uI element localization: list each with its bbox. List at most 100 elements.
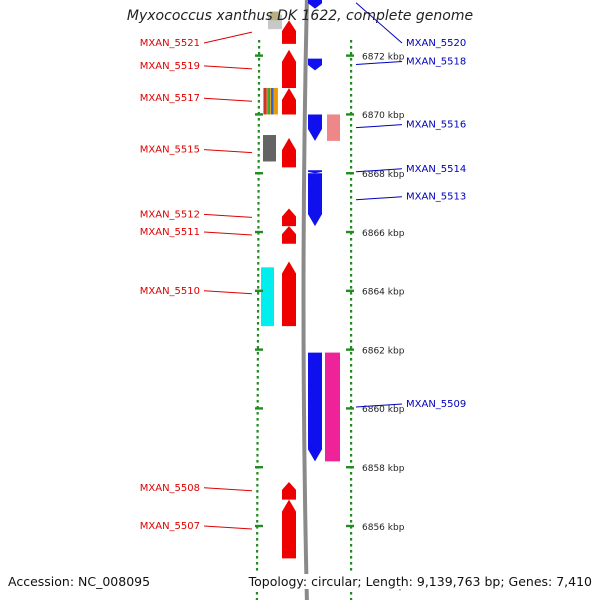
- left-scale-tick: [256, 472, 259, 475]
- left-scale-tick: [256, 526, 259, 529]
- left-scale-tick: [257, 256, 260, 259]
- left-scale-tick: [255, 562, 259, 565]
- right-scale-tick: [350, 436, 353, 439]
- left-scale-tick: [256, 538, 259, 541]
- left-scale-tick: [256, 454, 259, 457]
- scale-major-tick: [255, 348, 263, 351]
- left-scale-tick: [257, 196, 260, 199]
- left-scale-tick: [256, 400, 259, 403]
- left-scale-tick: [257, 202, 260, 205]
- gene-label: MXAN_5508: [140, 483, 200, 494]
- left-scale-tick: [257, 250, 260, 253]
- right-scale-tick: [350, 238, 353, 241]
- right-scale-tick: [350, 70, 353, 73]
- left-scale-tick: [257, 262, 260, 265]
- gene-leader-line: [355, 403, 403, 408]
- right-scale-tick: [350, 292, 353, 295]
- right-scale-tick: [350, 220, 353, 223]
- gene-label: MXAN_5507: [140, 521, 200, 532]
- right-scale-tick: [350, 124, 353, 127]
- left-scale-tick: [257, 184, 260, 187]
- right-scale-tick: [350, 184, 353, 187]
- left-scale-tick: [256, 346, 260, 349]
- right-scale-tick: [350, 274, 353, 277]
- left-scale-tick: [256, 388, 259, 391]
- right-scale-tick: [350, 76, 353, 79]
- gene-label: MXAN_5511: [140, 227, 200, 238]
- right-scale-tick: [350, 400, 353, 403]
- left-scale-tick: [257, 232, 260, 235]
- feature-c-stripe: [274, 87, 277, 115]
- gene-leader-line: [203, 290, 253, 295]
- scale-major-tick: [346, 54, 354, 57]
- left-scale-tick: [255, 556, 259, 559]
- genome-backbone: [301, 0, 309, 600]
- right-scale-tick: [350, 484, 353, 487]
- left-scale-tick: [257, 298, 260, 301]
- gene-leader-line: [203, 525, 253, 530]
- feature-layer: [261, 11, 340, 462]
- left-scale-tick: [257, 160, 260, 163]
- forward-gene-arrow: [282, 208, 296, 227]
- right-scale-tick: [350, 190, 353, 193]
- feature-c-stripe: [271, 87, 274, 115]
- right-scale-tick: [350, 226, 353, 229]
- scale-tick-label: 6856 kbp: [362, 523, 405, 533]
- scale-major-tick: [346, 466, 354, 469]
- left-scale-tick: [257, 52, 261, 55]
- accession-label: Accession: NC_008095: [8, 574, 153, 589]
- left-scale-tick: [257, 76, 261, 79]
- left-scale-tick: [257, 280, 260, 283]
- left-scale-tick: [257, 292, 260, 295]
- gene-leader-line: [203, 149, 253, 154]
- left-scale-tick: [255, 598, 259, 600]
- left-scale-tick: [257, 238, 260, 241]
- right-scale-tick: [350, 340, 353, 343]
- right-scale-tick: [350, 454, 353, 457]
- right-scale-tick: [350, 412, 353, 415]
- left-scale-tick: [257, 94, 261, 97]
- forward-gene-arrow: [282, 226, 296, 244]
- right-scale-tick: [350, 106, 353, 109]
- left-scale-tick: [257, 142, 260, 145]
- right-scale-tick: [350, 334, 353, 337]
- right-scale-tick: [350, 532, 353, 535]
- gene-leader-line: [355, 168, 403, 173]
- gene-leader-line: [203, 231, 253, 236]
- right-scale-tick: [350, 490, 353, 493]
- left-scale-tick: [257, 58, 261, 61]
- left-scale-tick: [257, 106, 260, 109]
- right-scale-tick: [350, 130, 353, 133]
- right-scale-tick: [350, 460, 353, 463]
- left-scale-tick: [255, 592, 259, 595]
- gene-label: MXAN_5514: [406, 164, 466, 175]
- right-scale-tick: [350, 418, 353, 421]
- gene-label: MXAN_5518: [406, 56, 466, 67]
- left-scale-tick: [256, 304, 260, 307]
- scale-tick-label: 6860 kbp: [362, 405, 405, 415]
- right-scale-tick: [350, 52, 353, 55]
- scale-major-tick: [346, 113, 354, 116]
- right-scale-tick: [350, 82, 353, 85]
- feature-e-block: [325, 352, 340, 462]
- scale-major-tick: [255, 466, 263, 469]
- right-scale-tick: [350, 382, 353, 385]
- left-scale-tick: [257, 82, 261, 85]
- left-scale-tick: [257, 226, 260, 229]
- scale-major-tick: [346, 172, 354, 175]
- right-scale-tick: [350, 202, 353, 205]
- right-scale-tick: [350, 388, 353, 391]
- left-scale-tick: [257, 136, 260, 139]
- left-scale-tick: [256, 502, 259, 505]
- right-scale-tick: [350, 592, 353, 595]
- scale-major-tick: [255, 172, 263, 175]
- right-scale-tick: [350, 94, 353, 97]
- right-scale-tick: [350, 142, 353, 145]
- gene-label: MXAN_5516: [406, 120, 466, 131]
- right-scale-tick: [350, 286, 353, 289]
- right-scale-tick: [350, 538, 353, 541]
- left-scale-tick: [256, 448, 259, 451]
- feature-g-block: [270, 11, 280, 21]
- forward-gene-arrow: [282, 20, 296, 44]
- left-scale-tick: [257, 178, 260, 181]
